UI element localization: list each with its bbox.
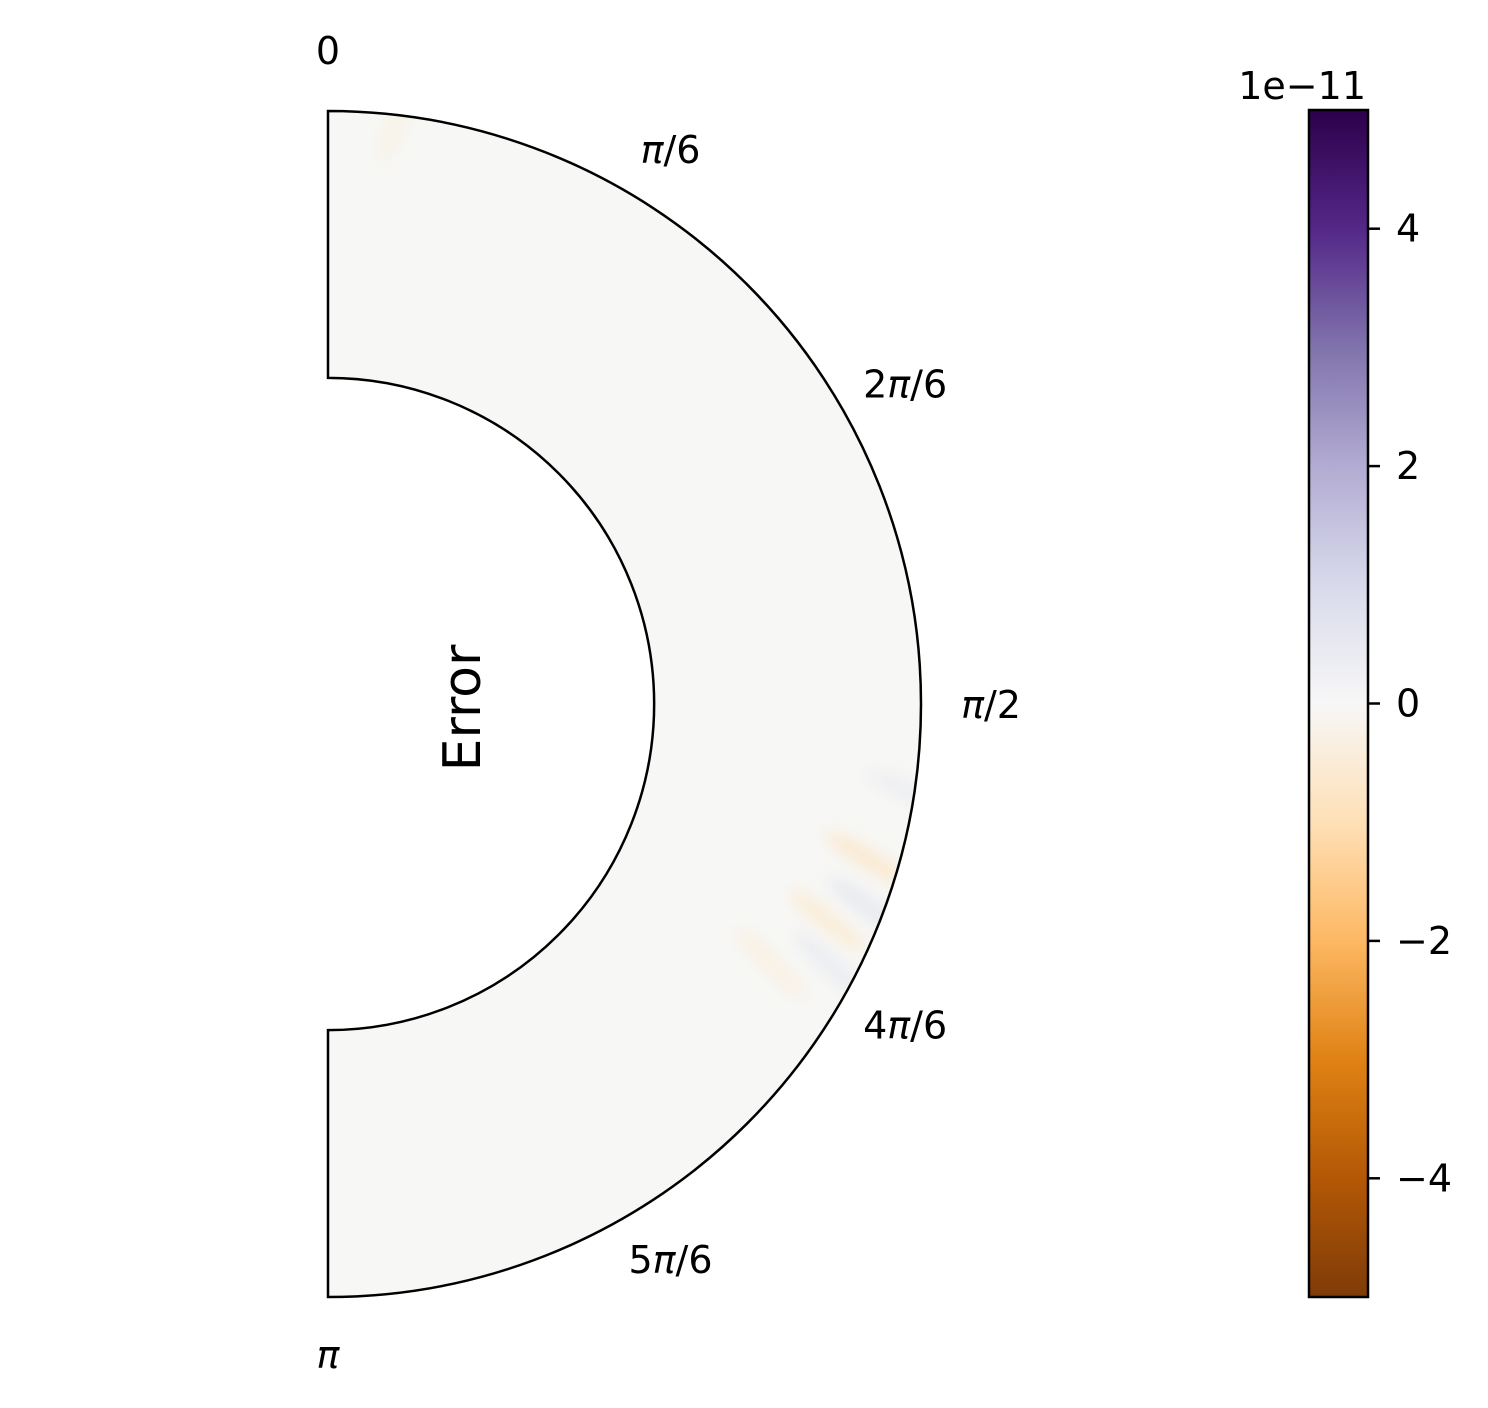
- error-feature: [794, 931, 867, 999]
- colorbar-tick-label: 2: [1396, 444, 1420, 488]
- angle-tick-label: π/6: [641, 128, 701, 172]
- error-feature: [378, 111, 419, 163]
- colorbar-tick-label: −4: [1396, 1156, 1452, 1200]
- annulus-outline: [326, 109, 923, 1299]
- colorbar-scale-label: 1e−11: [1238, 64, 1366, 108]
- annulus-field: [328, 111, 922, 1297]
- colorbar-tick-label: −2: [1396, 919, 1452, 963]
- error-feature: [864, 770, 922, 813]
- angle-tick-labels: 0 π/6 2π/6 π/2 4π/6 5π/6 π: [316, 29, 1021, 1377]
- error-feature: [825, 832, 909, 885]
- plot-title: Error: [433, 644, 493, 771]
- angle-tick-label: 4π/6: [863, 1004, 947, 1048]
- error-feature: [736, 928, 806, 998]
- colorbar-tick-label: 4: [1396, 207, 1420, 251]
- colorbar-ticks: 4 2 0 −2 −4: [1368, 207, 1452, 1200]
- angle-tick-label: 2π/6: [863, 363, 947, 407]
- angle-tick-label: π/2: [961, 683, 1021, 727]
- angle-tick-label: 5π/6: [628, 1238, 712, 1282]
- error-features: [378, 111, 922, 999]
- error-feature: [789, 889, 867, 952]
- angle-tick-label: π: [317, 1333, 341, 1377]
- angle-tick-label: 0: [316, 29, 340, 73]
- colorbar: [1307, 108, 1370, 1299]
- colorbar-tick-label: 0: [1396, 682, 1420, 726]
